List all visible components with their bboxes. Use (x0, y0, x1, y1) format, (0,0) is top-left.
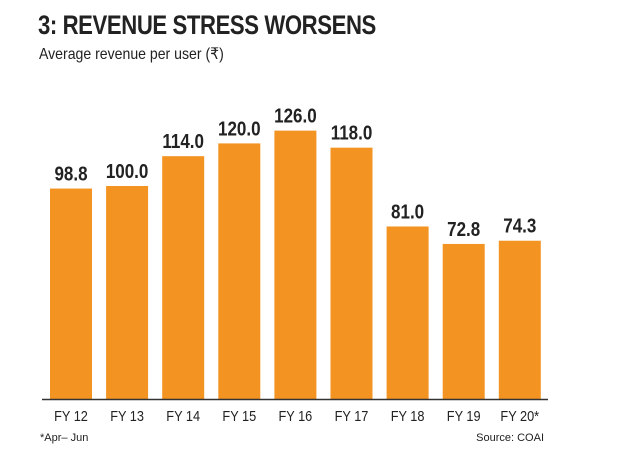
source-note: Source: COAI (476, 432, 544, 444)
bar-fy-13 (106, 186, 149, 399)
x-tick-label: FY 12 (54, 407, 88, 424)
bar-fy-19 (442, 243, 485, 399)
bar-fy-20 (498, 240, 541, 399)
footnote: *Apr– Jun (40, 432, 89, 444)
data-label: 114.0 (162, 130, 204, 153)
bar-fy-15 (218, 143, 261, 399)
data-label: 98.8 (54, 162, 87, 185)
data-label: 126.0 (274, 104, 317, 127)
data-label: 72.8 (447, 218, 480, 241)
bar-fy-16 (274, 130, 317, 399)
x-tick-label: FY 18 (391, 407, 425, 424)
x-tick-label: FY 16 (279, 407, 313, 424)
bar-fy-17 (330, 147, 373, 399)
data-label: 120.0 (218, 117, 261, 140)
data-label: 118.0 (331, 121, 373, 144)
data-label: 81.0 (391, 200, 424, 223)
x-tick-label: FY 20* (500, 407, 539, 424)
data-label: 100.0 (106, 160, 149, 183)
bar-fy-18 (386, 226, 429, 399)
bar-fy-14 (162, 156, 205, 399)
x-tick-label: FY 14 (166, 407, 200, 424)
x-tick-label: FY 17 (335, 407, 369, 424)
data-label: 74.3 (503, 214, 536, 237)
chart-title: 3: REVENUE STRESS WORSENS (38, 10, 376, 40)
x-tick-label: FY 15 (222, 407, 256, 424)
chart-subtitle: Average revenue per user (₹) (39, 46, 224, 63)
x-tick-label: FY 13 (110, 407, 144, 424)
x-tick-label: FY 19 (447, 407, 481, 424)
bar-fy-12 (50, 188, 92, 399)
